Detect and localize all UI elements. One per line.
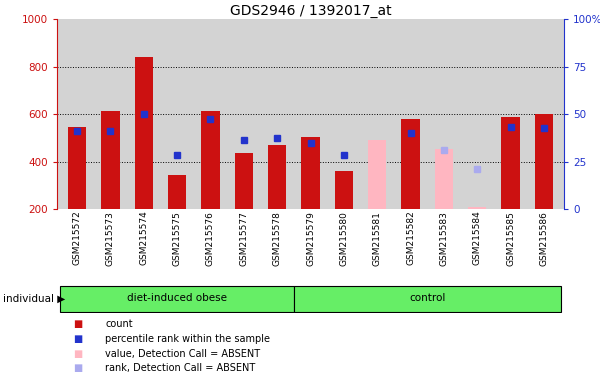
Text: GSM215577: GSM215577 bbox=[239, 211, 248, 266]
Title: GDS2946 / 1392017_at: GDS2946 / 1392017_at bbox=[230, 4, 391, 18]
Bar bbox=[401, 119, 420, 209]
FancyBboxPatch shape bbox=[294, 286, 560, 311]
Text: GSM215585: GSM215585 bbox=[506, 211, 515, 266]
Text: control: control bbox=[409, 293, 445, 303]
Text: GSM215584: GSM215584 bbox=[473, 211, 482, 265]
Text: GSM215581: GSM215581 bbox=[373, 211, 382, 266]
Text: percentile rank within the sample: percentile rank within the sample bbox=[105, 334, 270, 344]
Text: rank, Detection Call = ABSENT: rank, Detection Call = ABSENT bbox=[105, 363, 255, 373]
Bar bbox=[535, 114, 553, 209]
Text: ■: ■ bbox=[73, 319, 83, 329]
Text: GSM215583: GSM215583 bbox=[439, 211, 448, 266]
Bar bbox=[268, 145, 286, 209]
Text: ■: ■ bbox=[73, 363, 83, 373]
Bar bbox=[502, 117, 520, 209]
Bar bbox=[168, 175, 186, 209]
Bar bbox=[468, 207, 487, 209]
Bar bbox=[435, 149, 453, 209]
Text: GSM215576: GSM215576 bbox=[206, 211, 215, 266]
Text: ■: ■ bbox=[73, 334, 83, 344]
Text: GSM215575: GSM215575 bbox=[173, 211, 182, 266]
Bar bbox=[201, 111, 220, 209]
Text: GSM215578: GSM215578 bbox=[272, 211, 281, 266]
Bar bbox=[368, 141, 386, 209]
Bar bbox=[101, 111, 119, 209]
Text: GSM215580: GSM215580 bbox=[340, 211, 349, 266]
Text: count: count bbox=[105, 319, 133, 329]
Bar bbox=[301, 137, 320, 209]
Bar bbox=[134, 57, 153, 209]
Text: GSM215572: GSM215572 bbox=[73, 211, 82, 265]
Bar bbox=[235, 154, 253, 209]
Text: GSM215586: GSM215586 bbox=[539, 211, 548, 266]
Text: GSM215579: GSM215579 bbox=[306, 211, 315, 266]
FancyBboxPatch shape bbox=[61, 286, 294, 311]
Text: GSM215574: GSM215574 bbox=[139, 211, 148, 265]
Text: value, Detection Call = ABSENT: value, Detection Call = ABSENT bbox=[105, 349, 260, 359]
Text: individual ▶: individual ▶ bbox=[3, 293, 65, 304]
Text: ■: ■ bbox=[73, 349, 83, 359]
Text: diet-induced obese: diet-induced obese bbox=[127, 293, 227, 303]
Bar bbox=[335, 171, 353, 209]
Text: GSM215573: GSM215573 bbox=[106, 211, 115, 266]
Text: GSM215582: GSM215582 bbox=[406, 211, 415, 265]
Bar bbox=[68, 127, 86, 209]
